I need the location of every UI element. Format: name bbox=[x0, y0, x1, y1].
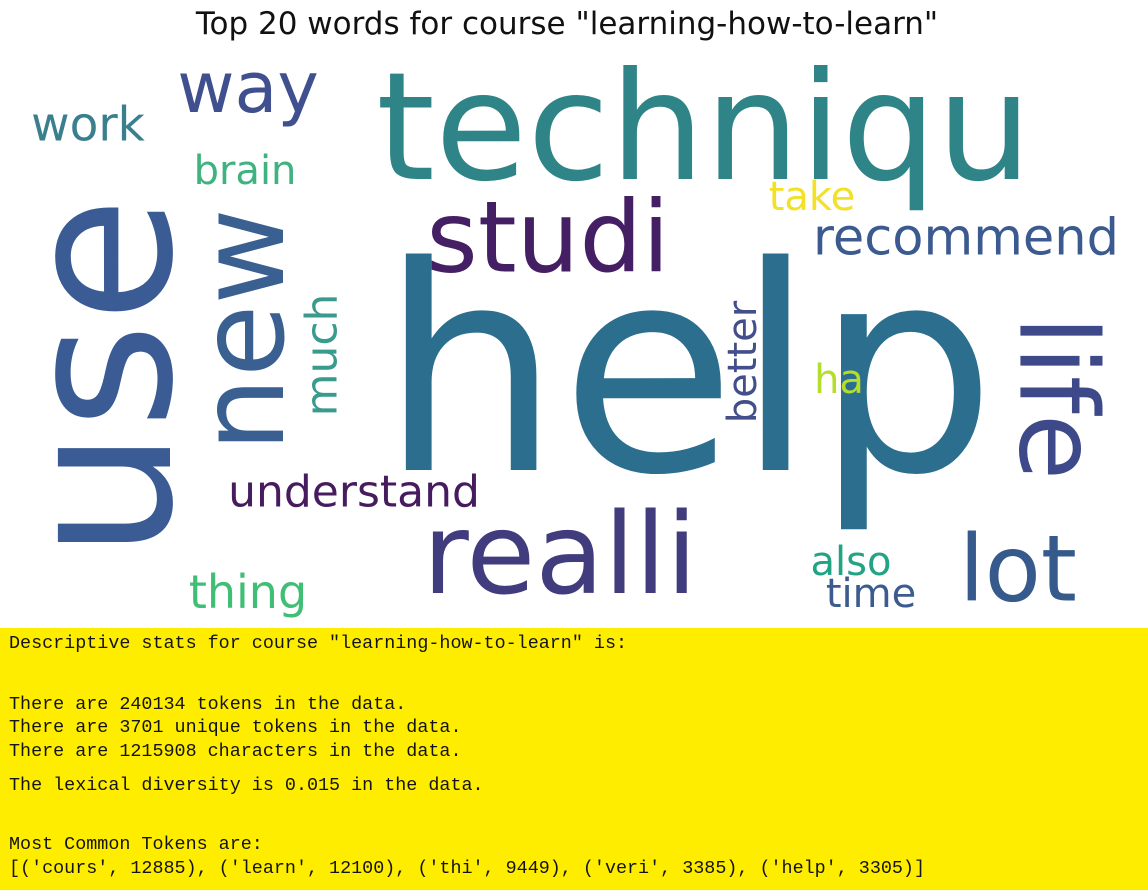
chart-title: Top 20 words for course "learning-how-to… bbox=[195, 6, 939, 42]
word-lot: lot bbox=[959, 516, 1077, 623]
stats-common-tokens-heading: Most Common Tokens are: bbox=[9, 834, 263, 855]
stats-heading: Descriptive stats for course "learning-h… bbox=[9, 633, 628, 654]
stats-unique-token-count: There are 3701 unique tokens in the data… bbox=[9, 717, 462, 738]
word-help: help bbox=[380, 206, 996, 538]
stats-character-count: There are 1215908 characters in the data… bbox=[9, 741, 462, 762]
stats-common-tokens-list: [('cours', 12885), ('learn', 12100), ('t… bbox=[9, 858, 926, 879]
word-brain: brain bbox=[194, 148, 297, 194]
word-time: time bbox=[826, 571, 916, 617]
word-thing: thing bbox=[189, 565, 307, 619]
word-realli: realli bbox=[423, 490, 697, 620]
word-work: work bbox=[31, 98, 146, 153]
word-better: better bbox=[720, 300, 766, 423]
word-recommend: recommend bbox=[813, 209, 1119, 268]
word-take: take bbox=[769, 174, 856, 220]
word-cloud-chart: help use techniqu realli new studi lot life way r… bbox=[0, 41, 1120, 623]
word-ha: ha bbox=[814, 357, 864, 403]
word-use: use bbox=[0, 197, 219, 560]
word-way: way bbox=[177, 47, 319, 129]
stats-output-panel: Descriptive stats for course "learning-h… bbox=[0, 628, 1148, 890]
word-techniqu: techniqu bbox=[376, 41, 1032, 215]
word-understand: understand bbox=[228, 467, 480, 518]
word-new: new bbox=[173, 208, 311, 452]
stats-token-count: There are 240134 tokens in the data. bbox=[9, 694, 407, 715]
word-much: much bbox=[297, 294, 348, 417]
word-studi: studi bbox=[426, 181, 670, 296]
stats-lexical-diversity: The lexical diversity is 0.015 in the da… bbox=[9, 775, 484, 796]
word-also: also bbox=[811, 539, 892, 585]
word-life: life bbox=[995, 316, 1120, 480]
